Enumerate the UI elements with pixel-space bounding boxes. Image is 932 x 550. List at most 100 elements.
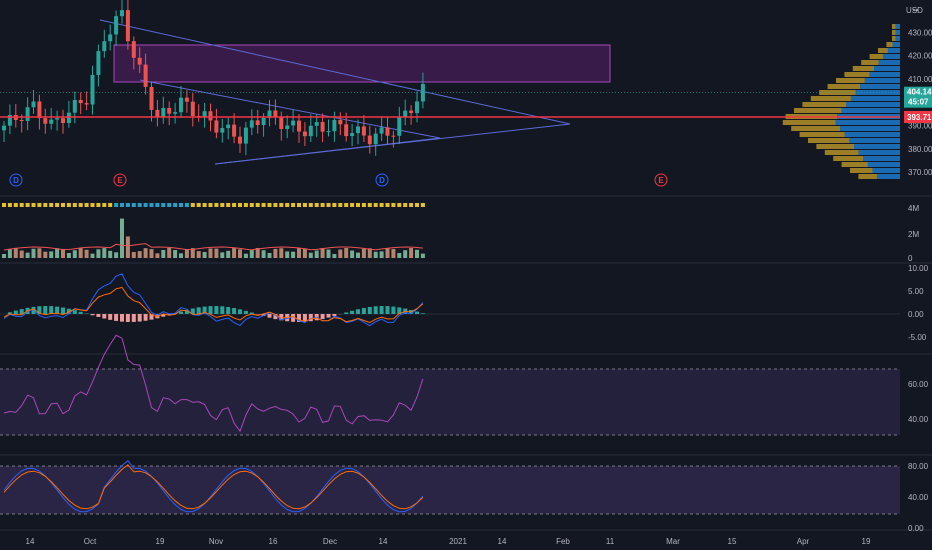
macd-histogram-bar <box>420 313 425 314</box>
currency-menu-icon[interactable] <box>913 9 918 11</box>
volume-signal-dot <box>108 203 113 207</box>
resistance-zone[interactable] <box>113 44 611 83</box>
volume-bar <box>13 248 18 258</box>
inner-lower-trendline[interactable] <box>214 137 441 165</box>
volume-bar <box>285 251 290 258</box>
volume-bar <box>2 254 6 258</box>
volume-signal-dot <box>326 203 331 207</box>
volume-signal-dot <box>190 203 195 207</box>
axis-tick-labels: 430.00 420.00 410.00 390.00 380.00 370.00 4M 2M… <box>908 28 932 533</box>
profile-bar-down <box>892 30 896 35</box>
profile-bar-down <box>850 168 873 173</box>
price-tick-label: 370.00 <box>908 168 932 177</box>
macd-histogram-bar <box>184 309 189 314</box>
candle-body <box>143 64 148 87</box>
macd-histogram-bar <box>267 314 272 318</box>
rsi-pane[interactable] <box>0 334 900 436</box>
macd-pane[interactable] <box>0 273 900 327</box>
price-axis[interactable]: USD <box>906 6 923 15</box>
candle-body <box>161 108 166 118</box>
macd-histogram-bar <box>397 307 402 314</box>
profile-bar-down <box>782 120 836 125</box>
stochastic-pane[interactable] <box>0 459 900 515</box>
volume-signal-dot <box>220 203 225 207</box>
volume-signal-dot <box>297 203 301 207</box>
price-tick-label: 390.00 <box>908 122 932 131</box>
macd-histogram-bar <box>55 306 60 314</box>
event-marker <box>375 173 389 187</box>
candle-body <box>49 119 54 124</box>
macd-histogram-bar <box>391 306 396 314</box>
profile-bar-down <box>791 126 841 131</box>
volume-bar <box>232 248 237 258</box>
macd-tick-label: 5.00 <box>908 287 924 296</box>
volume-signal-dot <box>125 203 130 207</box>
candle-body <box>31 101 36 108</box>
volume-signal-dot <box>314 203 319 207</box>
macd-histogram-bar <box>120 314 124 322</box>
volume-bar <box>202 252 207 258</box>
macd-histogram-bar <box>297 314 301 322</box>
volume-bar <box>367 248 372 258</box>
macd-histogram-bar <box>90 314 95 316</box>
time-axis-label: 2021 <box>449 537 467 546</box>
candle-body <box>184 97 189 102</box>
candle-body <box>238 136 242 144</box>
candle-body <box>291 120 296 126</box>
volume-bar <box>137 251 142 258</box>
profile-bar-down <box>886 42 893 47</box>
macd-histogram-bar <box>13 310 18 314</box>
time-axis-label: Apr <box>797 537 810 546</box>
time-axis[interactable]: 14 Oct 19 Nov 16 Dec 14 2021 14 Feb 11 Mar 15 Apr 19 <box>26 537 871 546</box>
macd-histogram-bar <box>243 310 248 314</box>
volume-signal-dot <box>131 203 136 207</box>
macd-histogram-bar <box>214 306 219 314</box>
candle-body <box>356 126 360 134</box>
volume-signal-dot <box>96 203 101 207</box>
candle-body <box>338 119 343 125</box>
macd-histogram-bar <box>249 312 254 314</box>
candle-body <box>155 109 160 118</box>
profile-bar-down <box>892 36 896 41</box>
volume-signal-dot <box>72 203 77 207</box>
stochastic-tick-label: 40.00 <box>908 493 929 502</box>
candle-body <box>66 112 71 124</box>
candle-body <box>409 110 414 114</box>
bar-countdown-label: 45:07 <box>908 98 929 107</box>
candle-body <box>279 117 284 129</box>
candle-body <box>232 124 237 137</box>
volume-pane[interactable] <box>2 203 425 258</box>
volume-bar <box>125 236 130 258</box>
volume-bar <box>249 249 254 258</box>
volume-bar <box>273 248 278 258</box>
event-marker-letter: E <box>658 176 664 185</box>
volume-signal-dot <box>356 203 360 207</box>
candle-body <box>72 100 77 113</box>
rsi-tick-label: 40.00 <box>908 415 929 424</box>
volume-signal-dot <box>350 203 355 207</box>
profile-bar-up <box>849 138 900 143</box>
profile-bar-down <box>810 96 851 101</box>
profile-bar-down <box>827 84 861 89</box>
volume-signal-dot <box>7 203 12 207</box>
last-price-tag <box>904 86 932 108</box>
candle-body <box>173 112 178 114</box>
macd-histogram-bar <box>143 314 148 321</box>
profile-bar-up <box>895 36 900 41</box>
profile-bar-down <box>878 48 888 53</box>
volume-bar <box>208 248 213 258</box>
volume-bar <box>78 248 83 258</box>
macd-histogram-bar <box>19 309 24 314</box>
candle-body <box>19 119 24 121</box>
candle-body <box>114 16 119 35</box>
volume-signal-dot <box>344 203 349 207</box>
candle-body <box>7 114 12 126</box>
price-tick-label: 380.00 <box>908 145 932 154</box>
inner-upper-trendline[interactable] <box>139 79 441 139</box>
volume-signal-dot <box>261 203 266 207</box>
volume-signal-dot <box>167 203 172 207</box>
upper-trendline[interactable] <box>99 19 571 125</box>
time-axis-label: 14 <box>379 537 388 546</box>
